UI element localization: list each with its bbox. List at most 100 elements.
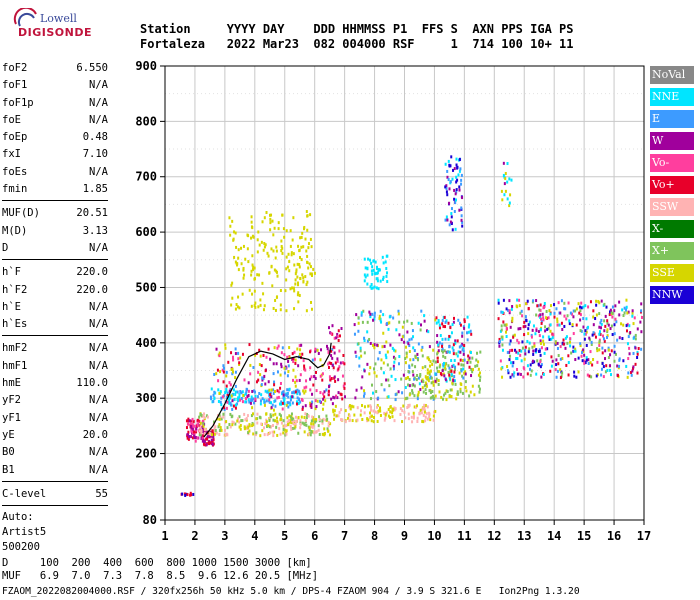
echo-point xyxy=(270,247,273,251)
echo-point xyxy=(279,303,282,307)
echo-point xyxy=(606,368,609,372)
echo-point xyxy=(234,390,237,394)
echo-point xyxy=(307,266,310,270)
echo-point xyxy=(305,283,308,287)
echo-point xyxy=(341,374,344,378)
echo-point xyxy=(232,370,235,374)
echo-point xyxy=(220,417,223,421)
echo-point xyxy=(460,363,463,367)
echo-point xyxy=(222,370,225,374)
echo-point xyxy=(542,335,545,339)
echo-point xyxy=(237,295,240,299)
echo-point xyxy=(290,427,293,431)
echo-point xyxy=(285,429,288,433)
echo-point xyxy=(211,441,214,445)
echo-point xyxy=(471,370,474,374)
echo-point xyxy=(373,416,376,420)
echo-point xyxy=(332,395,335,399)
echo-point xyxy=(335,394,338,398)
echo-point xyxy=(183,492,186,496)
echo-point xyxy=(596,360,599,364)
echo-point xyxy=(631,314,634,318)
echo-point xyxy=(426,356,429,360)
echo-point xyxy=(260,383,263,387)
echo-point xyxy=(280,365,283,369)
echo-point xyxy=(387,321,390,325)
echo-point xyxy=(515,357,518,361)
echo-point xyxy=(468,356,471,360)
echo-point xyxy=(327,362,330,366)
echo-point xyxy=(508,358,511,362)
echo-point xyxy=(516,298,519,302)
echo-point xyxy=(283,366,286,370)
echo-point xyxy=(389,410,392,414)
echo-point xyxy=(255,380,258,384)
echo-point xyxy=(204,428,207,432)
echo-point xyxy=(342,353,345,357)
echo-point xyxy=(270,264,273,268)
echo-point xyxy=(526,372,529,376)
echo-point xyxy=(516,338,519,342)
echo-point xyxy=(460,344,463,348)
echo-point xyxy=(273,226,276,230)
echo-point xyxy=(618,336,621,340)
echo-point xyxy=(275,362,278,366)
echo-point xyxy=(426,417,429,421)
echo-point xyxy=(238,306,241,310)
echo-point xyxy=(245,417,248,421)
echo-point xyxy=(408,338,411,342)
echo-point xyxy=(249,372,252,376)
parameter-row: fxI 7.10 xyxy=(2,146,108,163)
echo-point xyxy=(423,319,426,323)
echo-point xyxy=(366,282,369,286)
echo-point xyxy=(416,397,419,401)
echo-point xyxy=(357,342,360,346)
echo-point xyxy=(317,424,320,428)
echo-point xyxy=(330,377,333,381)
echo-point xyxy=(210,438,213,442)
echo-point xyxy=(343,386,346,390)
echo-point xyxy=(237,417,240,421)
echo-point xyxy=(383,344,386,348)
echo-point xyxy=(461,196,464,200)
echo-point xyxy=(279,288,282,292)
echo-point xyxy=(391,415,394,419)
parameter-value: N/A xyxy=(89,318,108,331)
echo-point xyxy=(414,365,417,369)
parameter-value: N/A xyxy=(89,463,108,476)
echo-point xyxy=(355,388,358,392)
echo-point xyxy=(443,393,446,397)
echo-point xyxy=(555,363,558,367)
echo-point xyxy=(286,265,289,269)
echo-point xyxy=(363,411,366,415)
echo-point xyxy=(600,322,603,326)
echo-point xyxy=(234,422,237,426)
echo-point xyxy=(439,363,442,367)
echo-point xyxy=(209,432,212,436)
parameter-value: N/A xyxy=(89,446,108,459)
echo-point xyxy=(634,337,637,341)
echo-point xyxy=(388,384,391,388)
echo-point xyxy=(516,305,519,309)
echo-point xyxy=(527,306,530,310)
echo-point xyxy=(582,305,585,309)
echo-point xyxy=(599,326,602,330)
echo-point xyxy=(248,400,251,404)
parameter-value: 0.48 xyxy=(82,131,108,144)
echo-point xyxy=(449,388,452,392)
echo-point xyxy=(386,280,389,284)
echo-point xyxy=(301,231,304,235)
echo-point xyxy=(598,332,601,336)
echo-point xyxy=(512,374,515,378)
echo-point xyxy=(192,425,195,429)
echo-point xyxy=(246,414,249,418)
echo-point xyxy=(202,419,205,423)
autoscaling-line: Artist5 xyxy=(2,526,47,539)
echo-point xyxy=(568,322,571,326)
y-tick-label: 200 xyxy=(135,447,157,461)
echo-point xyxy=(303,225,306,229)
echo-point xyxy=(632,322,635,326)
echo-point xyxy=(460,182,463,186)
echo-point xyxy=(536,304,539,308)
echo-point xyxy=(291,421,294,425)
